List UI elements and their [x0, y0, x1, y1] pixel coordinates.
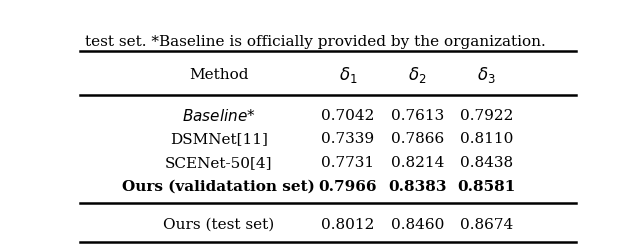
Text: 0.7922: 0.7922: [460, 109, 513, 123]
Text: Ours (validatation set): Ours (validatation set): [122, 180, 316, 194]
Text: SCENet-50[4]: SCENet-50[4]: [165, 156, 273, 170]
Text: 0.8581: 0.8581: [458, 180, 516, 194]
Text: $\mathit{Baseline}$*: $\mathit{Baseline}$*: [182, 108, 256, 124]
Text: 0.8383: 0.8383: [388, 180, 447, 194]
Text: 0.8674: 0.8674: [460, 218, 513, 232]
Text: Ours (test set): Ours (test set): [163, 218, 275, 232]
Text: test set. *Baseline is officially provided by the organization.: test set. *Baseline is officially provid…: [85, 35, 546, 49]
Text: $\delta_1$: $\delta_1$: [339, 65, 357, 85]
Text: 0.7613: 0.7613: [390, 109, 444, 123]
Text: DSMNet[11]: DSMNet[11]: [170, 132, 268, 146]
Text: 0.8438: 0.8438: [460, 156, 513, 170]
Text: 0.7731: 0.7731: [321, 156, 374, 170]
Text: Method: Method: [189, 68, 248, 82]
Text: 0.7339: 0.7339: [321, 132, 374, 146]
Text: 0.8012: 0.8012: [321, 218, 374, 232]
Text: 0.7866: 0.7866: [390, 132, 444, 146]
Text: 0.8214: 0.8214: [390, 156, 444, 170]
Text: 0.8460: 0.8460: [390, 218, 444, 232]
Text: 0.7966: 0.7966: [319, 180, 377, 194]
Text: 0.7042: 0.7042: [321, 109, 374, 123]
Text: $\delta_3$: $\delta_3$: [477, 65, 496, 85]
Text: $\delta_2$: $\delta_2$: [408, 65, 426, 85]
Text: 0.8110: 0.8110: [460, 132, 513, 146]
